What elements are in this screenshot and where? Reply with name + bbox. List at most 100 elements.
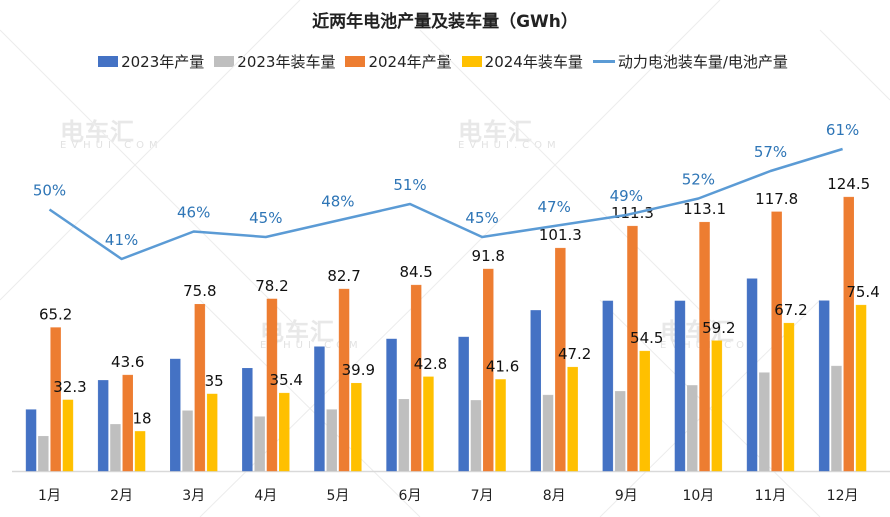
bar-2023年产量 — [602, 300, 614, 472]
data-label: 65.2 — [39, 306, 72, 324]
data-label: 78.2 — [255, 277, 288, 295]
ratio-line — [48, 147, 843, 261]
watermark-brand: 电车汇 — [60, 118, 135, 146]
x-tick-label: 10月 — [682, 488, 714, 504]
legend-swatch — [98, 56, 119, 67]
bar-2023年装车量 — [687, 385, 698, 472]
legend-label: 动力电池装车量/电池产量 — [617, 53, 788, 71]
bar-2024年产量 — [194, 303, 206, 472]
legend-swatch — [461, 56, 482, 67]
bar-2024年装车量 — [855, 304, 867, 472]
bar-2023年产量 — [386, 338, 397, 472]
bar-2023年装车量 — [542, 394, 554, 472]
data-label: 59.2 — [702, 319, 735, 337]
bar-2024年产量 — [843, 196, 854, 472]
bar-2024年装车量 — [351, 382, 362, 472]
data-label: 47.2 — [558, 345, 591, 363]
legend-label: 2024年装车量 — [484, 53, 583, 71]
line-data-label: 57% — [754, 143, 787, 161]
bar-2023年装车量 — [398, 399, 410, 472]
line-data-label: 45% — [249, 209, 282, 227]
bar-2023年装车量 — [759, 372, 770, 472]
x-tick-label: 8月 — [543, 488, 566, 504]
line-data-label: 46% — [177, 204, 210, 222]
line-data-label: 50% — [33, 182, 66, 200]
bar-2024年装车量 — [62, 399, 74, 472]
data-label: 101.3 — [539, 226, 582, 244]
bar-2024年产量 — [627, 225, 638, 472]
x-tick-label: 12月 — [827, 488, 859, 504]
data-label: 41.6 — [486, 357, 519, 375]
line-data-label: 51% — [393, 176, 426, 194]
bar-2024年产量 — [266, 298, 278, 472]
watermark-url: EVHUI.COM — [60, 140, 163, 151]
line-data-label: 49% — [610, 187, 643, 205]
bar-2024年产量 — [699, 221, 710, 472]
x-tick-label: 1月 — [38, 488, 61, 504]
watermark-line — [419, 29, 721, 331]
watermark-line — [819, 29, 890, 101]
bar-2023年产量 — [314, 346, 325, 472]
bar-2023年产量 — [818, 300, 830, 472]
legend-line-swatch — [592, 60, 615, 63]
bar-2024年产量 — [122, 374, 133, 472]
x-tick-label: 6月 — [399, 488, 422, 504]
bar-2024年产量 — [410, 284, 422, 472]
bar-2023年装车量 — [254, 416, 265, 472]
data-label: 75.4 — [846, 283, 879, 301]
x-tick-label: 2月 — [110, 488, 133, 504]
watermark-line — [0, 0, 301, 301]
legend-swatch — [345, 56, 366, 67]
line-data-label: 47% — [538, 198, 571, 216]
bar-2024年产量 — [483, 268, 494, 472]
line-data-label: 52% — [682, 171, 715, 189]
bar-2024年产量 — [771, 211, 782, 472]
bar-2023年产量 — [674, 300, 686, 472]
x-tick-label: 5月 — [326, 488, 349, 504]
bar-2023年装车量 — [38, 435, 49, 472]
bar-2023年产量 — [25, 409, 37, 472]
bar-2024年装车量 — [495, 379, 506, 472]
data-label: 42.8 — [414, 355, 447, 373]
bar-2024年产量 — [338, 288, 350, 472]
legend-item-ratio: 动力电池装车量/电池产量 — [592, 51, 788, 72]
data-label: 54.5 — [630, 329, 663, 347]
bar-2023年产量 — [530, 310, 541, 472]
legend-item-2024-production: 2024年产量 — [345, 51, 452, 72]
x-tick-label: 3月 — [182, 488, 205, 504]
data-label: 113.1 — [683, 200, 726, 218]
x-tick-label: 4月 — [254, 488, 277, 504]
watermark-url: EVHUI.COM — [260, 340, 363, 351]
watermark-line — [419, 0, 721, 301]
bar-2023年装车量 — [182, 410, 193, 472]
bar-2023年装车量 — [614, 391, 626, 472]
data-label: 91.8 — [472, 247, 505, 265]
watermark-url: EVHUI.COM — [458, 140, 561, 151]
bar-2023年产量 — [746, 278, 758, 472]
watermark-line — [199, 299, 421, 517]
line-data-label: 45% — [465, 209, 498, 227]
legend-label: 2023年产量 — [121, 53, 205, 71]
data-label: 67.2 — [774, 301, 807, 319]
bar-2024年装车量 — [134, 431, 146, 472]
bar-2024年装车量 — [783, 322, 795, 472]
data-label: 39.9 — [342, 361, 375, 379]
bar-2023年产量 — [242, 368, 253, 472]
data-label: 35.4 — [270, 371, 303, 389]
chart-title: 近两年电池产量及装车量（GWh） — [312, 12, 578, 32]
legend-swatch — [214, 56, 235, 67]
bar-2024年装车量 — [423, 376, 434, 472]
watermark-line — [599, 299, 821, 517]
legend-label: 2024年产量 — [368, 53, 452, 71]
data-label: 84.5 — [399, 263, 432, 281]
data-label: 124.5 — [827, 175, 870, 193]
bar-2023年装车量 — [326, 409, 337, 472]
bar-2023年产量 — [97, 380, 109, 472]
data-label: 75.8 — [183, 282, 216, 300]
legend-item-2023-installed: 2023年装车量 — [214, 51, 335, 72]
bar-2024年产量 — [50, 327, 61, 472]
x-tick-label: 9月 — [615, 488, 638, 504]
data-label: 18 — [133, 409, 152, 427]
legend-label: 2023年装车量 — [237, 53, 336, 71]
